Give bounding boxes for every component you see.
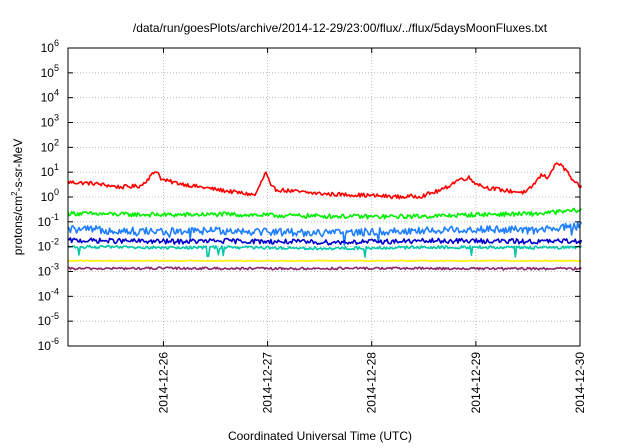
y-tick-label-exponent: 1 (54, 162, 59, 172)
x-axis-label: Coordinated Universal Time (UTC) (228, 429, 412, 443)
y-tick-label-exponent: 6 (54, 38, 59, 48)
series-line-yellow (67, 259, 582, 263)
y-tick-label: 101 (41, 162, 59, 179)
grid (68, 48, 580, 346)
y-tick-label-base: 10 (38, 314, 52, 328)
y-tick-label: 10-2 (38, 237, 59, 254)
x-tick-label: 2014-12-27 (261, 352, 275, 414)
y-tick-label-base: 10 (38, 215, 52, 229)
x-tick-label: 2014-12-30 (573, 352, 587, 414)
y-axis-label-rest: -s-sr-MeV (11, 139, 25, 192)
chart-title: /data/run/goesPlots/archive/2014-12-29/2… (133, 21, 548, 35)
y-tick-label-exponent: 4 (54, 88, 59, 98)
y-tick-label-base: 10 (41, 165, 55, 179)
y-tick-label-exponent: -6 (51, 336, 59, 346)
series-line-green (67, 207, 583, 220)
y-tick-label: 10-1 (38, 212, 59, 229)
y-tick-label-exponent: -3 (51, 262, 59, 272)
y-tick-label-base: 10 (41, 41, 55, 55)
y-tick-label-base: 10 (38, 265, 52, 279)
y-tick-label-exponent: -5 (51, 311, 59, 321)
x-tick-label: 2014-12-29 (469, 352, 483, 414)
y-tick-label: 106 (41, 38, 59, 55)
x-tick-label: 2014-12-26 (156, 352, 170, 414)
series-line-purple (67, 266, 582, 271)
y-tick-label-exponent: 2 (54, 137, 59, 147)
y-tick-label: 10-4 (38, 286, 59, 303)
y-tick-label-base: 10 (38, 289, 52, 303)
y-axis-label-main: protons/cm (11, 196, 25, 255)
y-tick-label: 104 (41, 88, 59, 105)
series-line-skyblue (67, 221, 583, 246)
y-tick-label-base: 10 (38, 339, 52, 353)
series-line-red (67, 162, 583, 200)
y-axis-label: protons/cm2-s-sr-MeV (10, 139, 25, 255)
y-axis-label-sup: 2 (10, 191, 19, 196)
y-tick-label-exponent: 5 (54, 63, 59, 73)
series-line-teal (67, 244, 583, 258)
y-tick-label-base: 10 (41, 66, 55, 80)
x-tick-label: 2014-12-28 (365, 352, 379, 414)
series-line-blue (67, 237, 583, 246)
y-tick-label: 105 (41, 63, 59, 80)
y-tick-label-exponent: -2 (51, 237, 59, 247)
y-axis-ticks: 10-610-510-410-310-210-11001011021031041… (38, 38, 580, 353)
y-tick-label-base: 10 (41, 116, 55, 130)
y-tick-label: 102 (41, 137, 59, 154)
y-tick-label-base: 10 (41, 91, 55, 105)
x-axis-ticks: 2014-12-26 2014-12-27 2014-12-28 2014-12-29… (156, 48, 587, 413)
y-tick-label: 10-5 (38, 311, 59, 328)
y-tick-label: 10-6 (38, 336, 59, 353)
y-tick-label-base: 10 (41, 190, 55, 204)
y-tick-label: 100 (41, 187, 59, 204)
series-layer (67, 162, 583, 271)
y-tick-label: 10-3 (38, 262, 59, 279)
y-tick-label-exponent: -1 (51, 212, 59, 222)
y-tick-label-base: 10 (41, 140, 55, 154)
y-tick-label-exponent: 3 (54, 113, 59, 123)
y-tick-label-exponent: -4 (51, 286, 59, 296)
y-tick-label-exponent: 0 (54, 187, 59, 197)
y-tick-label: 103 (41, 113, 59, 130)
y-tick-label-base: 10 (38, 240, 52, 254)
